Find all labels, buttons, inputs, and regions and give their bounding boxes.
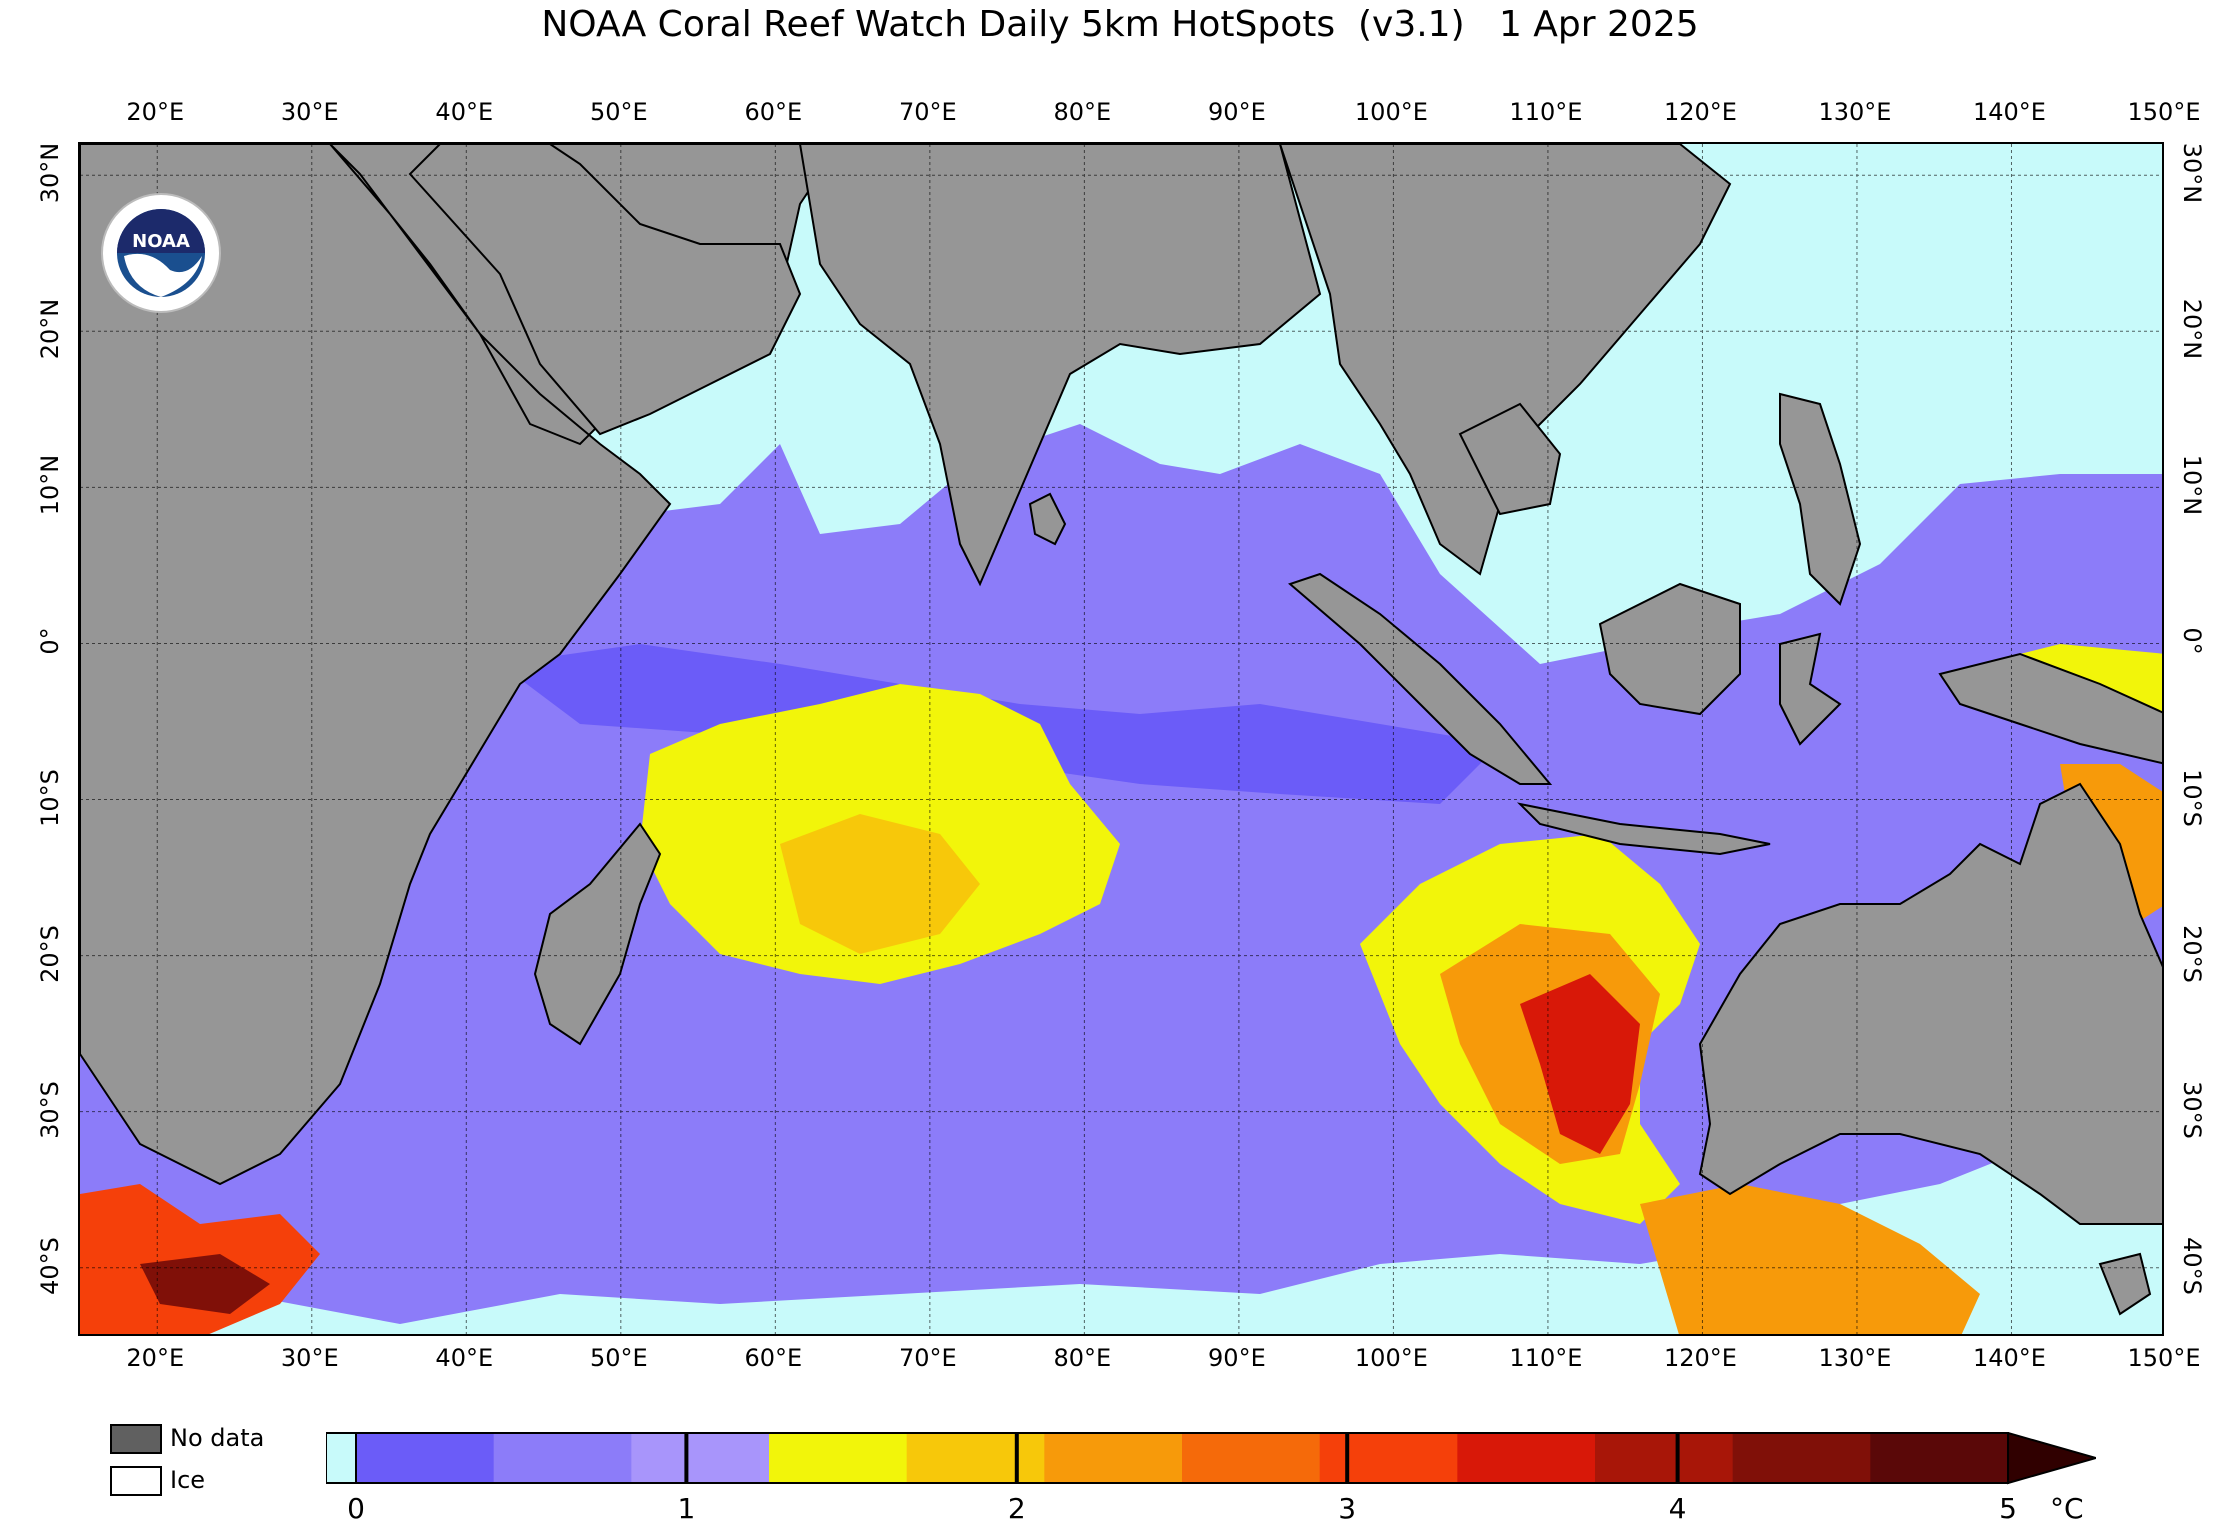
ice-label: Ice xyxy=(170,1466,206,1494)
lon-label: 80°E xyxy=(1053,98,1112,126)
colorbar-band xyxy=(1732,1433,1871,1483)
lat-label: 30°N xyxy=(36,142,64,204)
lon-label: 70°E xyxy=(898,98,957,126)
colorbar-band xyxy=(1595,1433,1734,1483)
africa-arabia-land xyxy=(80,144,842,1186)
lat-label: 20°S xyxy=(2178,924,2206,983)
madagascar-land xyxy=(533,822,662,1046)
lat-label: 20°N xyxy=(2178,299,2206,360)
lon-label: 120°E xyxy=(1663,1344,1737,1372)
lat-label: 10°N xyxy=(36,455,64,516)
colorbar-band xyxy=(1870,1433,2009,1483)
colorbar xyxy=(326,1432,2096,1485)
colorbar-band xyxy=(631,1433,770,1483)
colorbar-band xyxy=(906,1433,1045,1483)
lon-label: 90°E xyxy=(1208,1344,1266,1372)
lat-label: 0° xyxy=(36,627,64,656)
colorbar-tick-label: 5 xyxy=(1999,1492,2017,1525)
lon-label: 150°E xyxy=(2127,1344,2201,1372)
lon-label: 50°E xyxy=(589,1344,648,1372)
no-data-swatch xyxy=(110,1424,162,1454)
new-guinea-land xyxy=(1938,652,2162,765)
lon-label: 100°E xyxy=(1354,98,1428,126)
lat-label: 0° xyxy=(2178,627,2206,656)
lon-label: 140°E xyxy=(1972,98,2046,126)
philippines-land xyxy=(1779,392,1862,606)
colorbar-band xyxy=(493,1433,632,1483)
colorbar-tick-label: 2 xyxy=(1007,1492,1026,1525)
colorbar-band xyxy=(1044,1433,1183,1483)
lon-label: 40°E xyxy=(435,98,494,126)
colorbar-tick-label: 0 xyxy=(347,1492,365,1525)
lon-label: 130°E xyxy=(1818,98,1892,126)
lon-label: 40°E xyxy=(435,1344,494,1372)
land-masses xyxy=(80,144,2162,1316)
lon-label: 20°E xyxy=(126,98,185,126)
colorbar-ticks xyxy=(684,1433,1680,1483)
hotspot-map xyxy=(78,142,2164,1336)
lon-label: 60°E xyxy=(744,98,803,126)
noaa-logo: NOAA xyxy=(101,193,221,313)
lon-label: 120°E xyxy=(1663,98,1737,126)
lon-label: 150°E xyxy=(2127,98,2201,126)
lat-label: 10°S xyxy=(36,768,64,827)
lat-label: 40°S xyxy=(2178,1236,2206,1295)
lon-label: 50°E xyxy=(589,98,648,126)
colorbar-band xyxy=(769,1433,908,1483)
colorbar-band xyxy=(1457,1433,1596,1483)
svg-text:NOAA: NOAA xyxy=(132,231,190,252)
australia-land xyxy=(1698,782,2162,1225)
arabia-land xyxy=(408,144,802,436)
graticule xyxy=(80,144,2162,1334)
lon-label: 110°E xyxy=(1509,98,1583,126)
lon-label: 130°E xyxy=(1818,1344,1892,1372)
lat-label: 20°S xyxy=(36,924,64,983)
tasmania-land xyxy=(2098,1252,2152,1316)
lon-label: 20°E xyxy=(126,1344,185,1372)
colorbar-bands xyxy=(356,1433,2009,1483)
lat-label: 30°S xyxy=(36,1080,64,1139)
map-canvas xyxy=(80,144,2162,1334)
ice-swatch xyxy=(110,1466,162,1496)
lon-label: 30°E xyxy=(280,98,339,126)
colorbar-band xyxy=(356,1433,495,1483)
map-title: NOAA Coral Reef Watch Daily 5km HotSpots… xyxy=(541,4,1699,45)
sulawesi-land xyxy=(1779,632,1842,746)
indochina-land xyxy=(1458,402,1562,516)
lon-label: 100°E xyxy=(1354,1344,1428,1372)
lat-label: 20°N xyxy=(36,299,64,360)
colorbar-band xyxy=(1319,1433,1458,1483)
borneo-land xyxy=(1598,582,1741,716)
colorbar-frame xyxy=(355,1432,2009,1484)
lon-label: 30°E xyxy=(280,1344,339,1372)
lon-label: 110°E xyxy=(1509,1344,1583,1372)
no-data-label: No data xyxy=(170,1424,265,1452)
hotspot-red-east xyxy=(1520,974,1640,1154)
colorbar-zero-swatch xyxy=(326,1432,357,1484)
colorbar-extend-arrow xyxy=(2007,1432,2096,1485)
lat-label: 10°S xyxy=(2178,768,2206,827)
colorbar-unit: °C xyxy=(2050,1492,2084,1525)
hotspot-south-aus xyxy=(1640,1184,1980,1334)
sumatra-land xyxy=(1288,572,1553,785)
lon-label: 90°E xyxy=(1208,98,1266,126)
colorbar-tick-label: 4 xyxy=(1668,1492,1687,1525)
colorbar-band xyxy=(1182,1433,1321,1483)
lon-label: 70°E xyxy=(898,1344,957,1372)
colorbar-tick-label: 1 xyxy=(677,1492,696,1525)
java-land xyxy=(1516,802,1771,856)
colorbar-tick-label: 3 xyxy=(1338,1492,1357,1525)
lon-label: 80°E xyxy=(1053,1344,1112,1372)
lat-label: 30°S xyxy=(2178,1080,2206,1139)
lat-label: 10°N xyxy=(2178,455,2206,516)
hotspot-south-africa-dark xyxy=(140,1254,270,1314)
srilanka-land xyxy=(1028,492,1067,546)
lat-label: 30°N xyxy=(2178,142,2206,204)
lon-label: 60°E xyxy=(744,1344,803,1372)
lon-label: 140°E xyxy=(1972,1344,2046,1372)
lat-label: 40°S xyxy=(36,1236,64,1295)
